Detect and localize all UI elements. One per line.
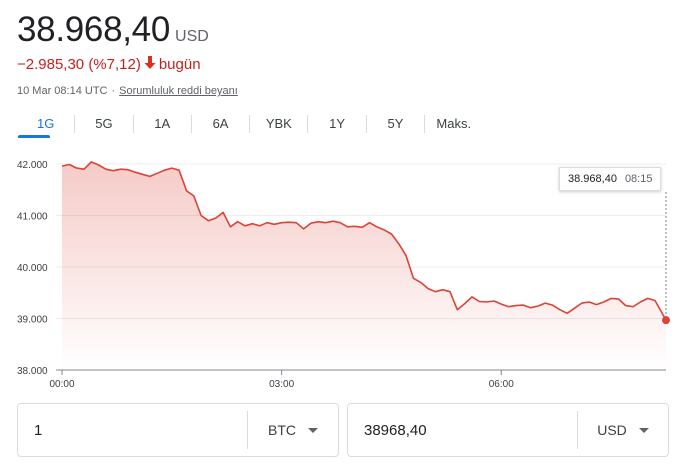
tooltip-time: 08:15 [624,173,653,185]
tab-separator [307,115,309,133]
price-line [61,161,667,321]
to-amount-input[interactable]: 38968,40 [364,421,427,439]
converter-to: 38968,40 USD [347,403,669,457]
tab-separator [249,115,251,133]
chart-tooltip: 38.968,40 08:15 [559,167,662,191]
tab-separator [365,115,367,133]
tooltip-value: 38.968,40 [568,173,617,185]
area-fill [62,161,666,370]
from-currency-label: BTC [268,422,296,438]
quote-meta: 10 Mar 08:14 UTC · Sorumluluk reddi beya… [17,85,238,97]
to-currency-label: USD [597,422,627,438]
tab-maks[interactable]: Maks. [436,115,472,131]
tab-1a[interactable]: 1A [154,115,171,131]
converter-divider [577,411,578,449]
y-tick-label: 39.000 [17,315,48,326]
change-period: bugün [158,56,201,73]
change-value: −2.985,30 (%7,12) [17,56,141,73]
converter-from: 1 BTC [17,403,339,457]
tab-separator [424,115,426,133]
y-tick-label: 42.000 [17,160,48,171]
converter-divider [247,411,248,449]
meta-separator: · [111,85,116,97]
from-currency-select[interactable]: BTC [248,422,338,438]
caret-down-icon [638,427,649,433]
x-tick-label: 03:00 [269,379,294,388]
tab-5g[interactable]: 5G [95,115,113,131]
y-tick-label: 41.000 [17,212,48,223]
y-tick-label: 38.000 [17,366,48,377]
price-currency: USD [175,28,209,45]
arrow-down-icon [144,56,156,73]
caret-down-icon [308,427,318,433]
tab-separator [190,115,192,133]
quote-timestamp: 10 Mar 08:14 UTC [17,85,108,97]
tab-1y[interactable]: 1Y [329,115,346,131]
current-price: 38.968,40 [17,10,171,49]
x-tick-label: 06:00 [489,379,514,388]
price-change: −2.985,30 (%7,12) bugün [17,56,201,73]
disclaimer-link[interactable]: Sorumluluk reddi beyanı [119,85,238,97]
to-currency-select[interactable]: USD [578,422,668,438]
tab-ybk[interactable]: YBK [265,115,292,131]
x-tick-label: 00:00 [49,379,74,388]
tab-1g[interactable]: 1G [17,110,74,138]
tab-6a[interactable]: 6A [212,115,229,131]
time-range-tabs: 1G 5G 1A 6A YBK 1Y 5Y Maks. [17,110,667,138]
current-point [662,316,670,325]
price-chart[interactable]: 42.000 41.000 40.000 39.000 38.000 00:00 03:00… [0,148,682,388]
y-tick-label: 40.000 [17,263,48,274]
price-header: 38.968,40 USD [17,10,209,50]
tab-5y[interactable]: 5Y [387,115,404,131]
from-amount-input[interactable]: 1 [34,421,43,439]
tab-separator [74,115,76,133]
tab-separator [132,115,134,133]
